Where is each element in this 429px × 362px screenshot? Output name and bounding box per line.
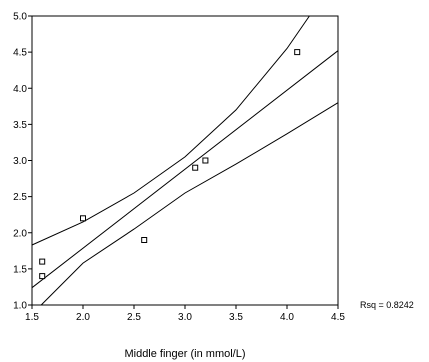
- data-point: [80, 215, 86, 222]
- data-point: [141, 237, 148, 243]
- data-point: [294, 49, 301, 56]
- data-point: [192, 164, 199, 171]
- x-tick-label: 4.5: [331, 312, 345, 323]
- x-tick-label: 3.0: [178, 312, 192, 323]
- x-axis: 1.5 2.0 2.5 3.0 3.5 4.0 4.5: [25, 305, 345, 323]
- data-point: [39, 273, 46, 280]
- y-tick-label: 3.0: [13, 156, 27, 167]
- data-point: [39, 258, 46, 265]
- data-point: [202, 157, 209, 164]
- y-tick-label: 5.0: [13, 12, 27, 23]
- regression-line: [31, 50, 339, 289]
- rsq-annotation: Rsq = 0.8242: [360, 300, 414, 310]
- upper-confidence-band: [31, 15, 310, 246]
- y-tick-label: 2.5: [13, 192, 27, 203]
- plot-area: [31, 15, 339, 306]
- x-tick-label: 2.0: [76, 312, 90, 323]
- y-tick-label: 1.5: [13, 264, 27, 275]
- y-axis: 1.0 1.5 2.0 2.5 3.0 3.5 4.0 4.5 5.0: [13, 12, 32, 312]
- y-tick-label: 2.0: [13, 228, 27, 239]
- lower-confidence-band: [40, 102, 339, 306]
- plot-frame: [31, 15, 339, 306]
- x-tick-label: 1.5: [25, 312, 39, 323]
- x-tick-label: 2.5: [127, 312, 141, 323]
- y-tick-label: 4.0: [13, 84, 27, 95]
- y-tick-label: 1.0: [13, 301, 27, 312]
- y-tick-label: 4.5: [13, 48, 27, 59]
- x-tick-label: 4.0: [280, 312, 294, 323]
- x-tick-label: 3.5: [229, 312, 243, 323]
- y-tick-label: 3.5: [13, 120, 27, 131]
- x-axis-title: Middle finger (in mmol/L): [124, 348, 245, 360]
